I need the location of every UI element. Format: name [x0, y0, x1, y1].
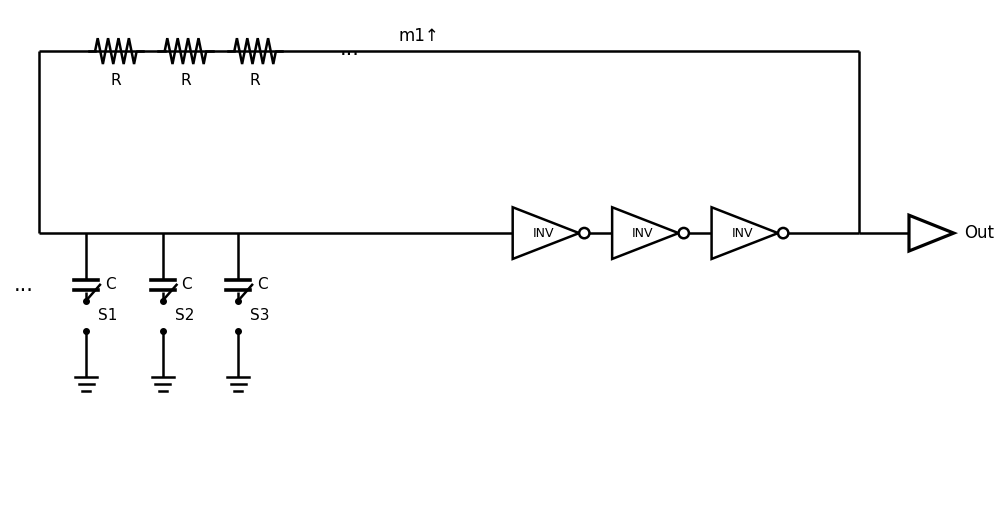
Text: ...: ... [13, 275, 33, 295]
Text: ...: ... [340, 39, 360, 59]
Text: S1: S1 [98, 308, 117, 323]
Circle shape [679, 228, 689, 238]
Text: INV: INV [732, 227, 753, 239]
Text: S3: S3 [250, 308, 270, 323]
Polygon shape [513, 207, 579, 259]
Polygon shape [909, 215, 954, 251]
Text: C: C [182, 277, 192, 292]
Text: R: R [250, 73, 260, 88]
Text: R: R [111, 73, 121, 88]
Text: R: R [180, 73, 191, 88]
Text: C: C [257, 277, 268, 292]
Polygon shape [712, 207, 778, 259]
Text: m1↑: m1↑ [399, 27, 440, 45]
Text: S2: S2 [175, 308, 194, 323]
Text: INV: INV [533, 227, 554, 239]
Text: INV: INV [632, 227, 654, 239]
Polygon shape [612, 207, 679, 259]
Text: Out: Out [964, 224, 994, 242]
Circle shape [579, 228, 589, 238]
Text: C: C [105, 277, 116, 292]
Circle shape [778, 228, 788, 238]
